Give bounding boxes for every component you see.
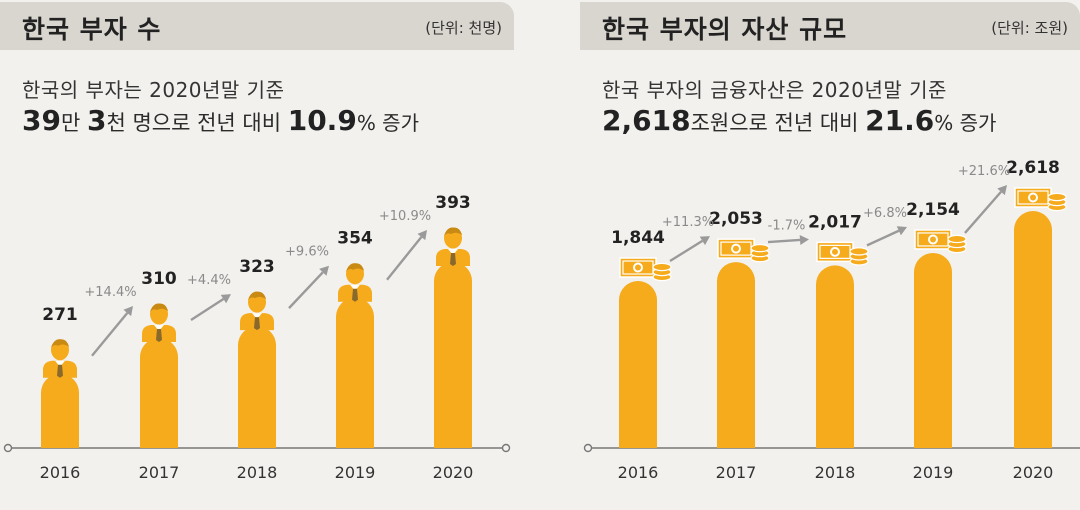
headline: 39만 3천 명으로 전년 대비 10.9% 증가 [22,104,419,137]
growth-arrow-icon [91,306,133,357]
asset-size-chart: 1,844 2016 2,053 2017 2,017 2018 2,154 2019 2,61… [583,158,1080,482]
change-label: +10.9% [379,209,431,224]
bar [238,326,276,448]
year-tick-label: 2020 [433,463,474,482]
bar [140,338,178,448]
panel-header: 한국 부자 수 (단위: 천명) [0,2,514,50]
headline: 2,618조원으로 전년 대비 21.6% 증가 [602,104,996,137]
money-icon [1014,187,1067,212]
value-label: 2,017 [808,212,862,232]
asset-size-panel: 한국 부자의 자산 규모 (단위: 조원) 한국 부자의 금융자산은 2020년… [580,0,1080,510]
money-icon [914,229,967,254]
change-label: +11.3% [662,215,714,230]
year-tick-label: 2018 [237,463,278,482]
headline-number: 10.9 [287,104,357,137]
growth-arrow-icon [866,226,907,247]
money-icon [717,238,770,263]
axis-end-dot [583,443,593,453]
bar [434,262,472,448]
axis-end-dot [501,443,511,453]
headline-text: 천 명으로 전년 대비 [106,111,288,135]
headline-text: 조원으로 전년 대비 [690,111,866,135]
unit-label: (단위: 천명) [425,19,502,37]
panel-header: 한국 부자의 자산 규모 (단위: 조원) [580,2,1080,50]
year-tick-label: 2020 [1013,463,1054,482]
headline-number: 39 [22,104,61,137]
growth-arrow-icon [767,234,809,245]
value-label: 310 [141,269,177,289]
change-label: +9.6% [285,245,329,260]
value-label: 2,053 [709,209,763,229]
axis-end-dot [3,443,13,453]
headline-text: 만 [60,111,87,135]
value-label: 271 [42,305,78,325]
person-icon [43,339,77,378]
change-label: +6.8% [863,206,907,221]
bar [619,281,657,448]
bar [1014,211,1052,448]
year-tick-label: 2017 [139,463,180,482]
year-tick-label: 2019 [335,463,376,482]
money-icon [619,257,672,282]
year-tick-label: 2016 [618,463,659,482]
subtitle: 한국의 부자는 2020년말 기준 [22,78,285,102]
rich-count-chart: 271 2016 310 2017 323 2018 354 2019 393 2020 +14.4… [3,193,511,482]
growth-arrow-icon [190,294,231,322]
year-tick-label: 2018 [815,463,856,482]
growth-arrow-icon [669,236,710,263]
rich-count-panel: 한국 부자 수 (단위: 천명) 한국의 부자는 2020년말 기준 39만 3… [0,0,514,510]
person-icon [240,291,274,331]
change-label: -1.7% [768,218,806,233]
value-label: 323 [239,257,275,277]
value-label: 354 [337,229,373,249]
bar [717,262,755,448]
headline-number: 2,618 [602,104,691,137]
bar [336,297,374,448]
panel-title: 한국 부자의 자산 규모 [602,15,848,44]
growth-arrow-icon [288,265,329,309]
change-label: +14.4% [84,285,136,300]
panel-title: 한국 부자 수 [22,15,162,44]
value-label: 1,844 [611,228,665,248]
bar [816,265,854,448]
growth-arrow-icon [964,185,1007,234]
money-icon [816,241,869,266]
change-label: +21.6% [958,164,1010,179]
person-icon [142,303,176,343]
value-label: 2,154 [906,200,960,220]
subtitle: 한국 부자의 금융자산은 2020년말 기준 [602,78,947,102]
headline-number: 3 [86,104,107,137]
year-tick-label: 2019 [913,463,954,482]
growth-arrow-icon [386,230,427,281]
headline-number: 21.6 [865,104,935,137]
bar [41,373,79,448]
value-label: 2,618 [1006,158,1060,178]
headline-text: % 증가 [934,111,997,135]
person-icon [338,263,372,302]
headline-text: % 증가 [356,111,419,135]
person-icon [436,227,470,266]
change-label: +4.4% [187,273,231,288]
unit-label: (단위: 조원) [991,19,1068,37]
value-label: 393 [435,193,471,213]
bar [914,252,952,448]
year-tick-label: 2017 [716,463,757,482]
year-tick-label: 2016 [40,463,81,482]
